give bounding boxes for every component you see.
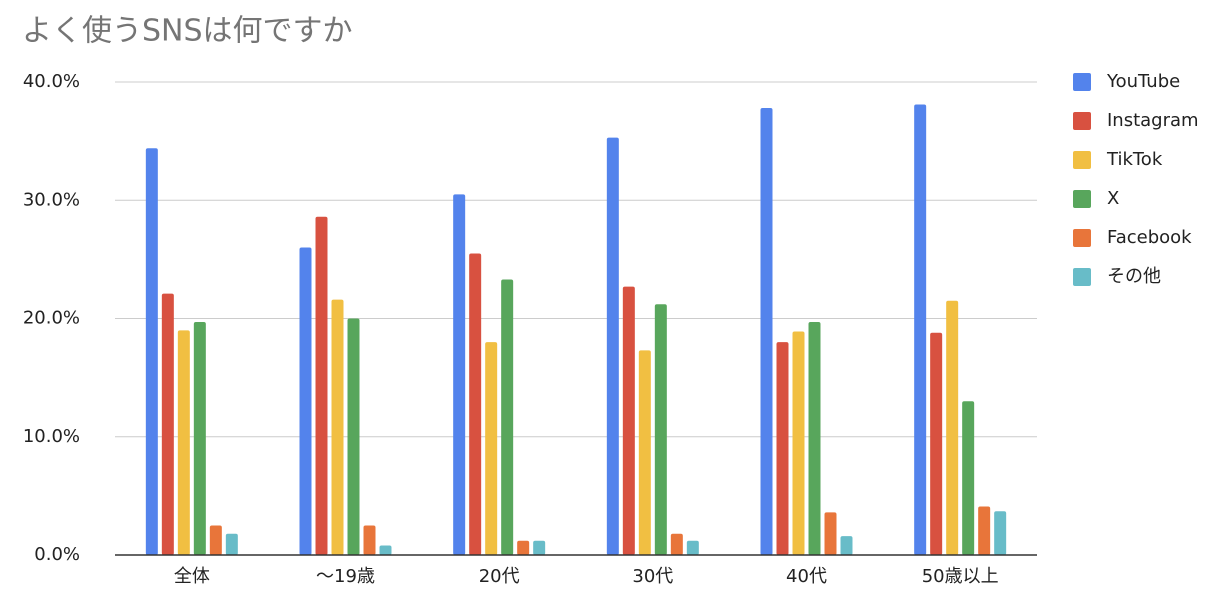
bar	[177, 330, 190, 555]
bar	[760, 108, 773, 555]
x-tick-label: 50歳以上	[922, 566, 999, 587]
bar	[978, 506, 991, 555]
bar	[469, 253, 482, 555]
bar	[776, 342, 789, 555]
x-tick-label: 30代	[632, 566, 673, 587]
bar	[840, 536, 853, 555]
legend-label: その他	[1107, 266, 1161, 287]
legend-swatch	[1073, 268, 1091, 286]
bar	[315, 216, 328, 555]
bar	[379, 545, 392, 555]
bar	[808, 322, 821, 555]
bar	[225, 533, 238, 555]
bar	[533, 540, 546, 555]
legend-label: TikTok	[1106, 149, 1163, 170]
y-tick-label: 10.0%	[23, 426, 80, 447]
y-tick-label: 0.0%	[34, 544, 80, 565]
bar	[638, 350, 651, 555]
bar	[686, 540, 699, 555]
legend-swatch	[1073, 151, 1091, 169]
bar	[145, 148, 158, 555]
bar	[914, 104, 927, 555]
bar	[994, 511, 1007, 555]
legend-label: Instagram	[1107, 110, 1199, 131]
x-tick-label: 20代	[479, 566, 520, 587]
x-tick-label: 40代	[786, 566, 827, 587]
bar	[962, 401, 975, 555]
bar	[622, 286, 635, 555]
bar	[347, 318, 360, 555]
bar	[193, 322, 206, 555]
bar	[654, 304, 667, 555]
bar	[792, 331, 805, 555]
y-tick-label: 30.0%	[23, 189, 80, 210]
bar	[517, 540, 530, 555]
bar	[331, 299, 344, 555]
y-tick-label: 20.0%	[23, 308, 80, 329]
bar	[453, 194, 466, 555]
legend-swatch	[1073, 73, 1091, 91]
bar	[824, 512, 837, 555]
bar	[363, 525, 376, 555]
x-tick-label: 〜19歳	[316, 566, 375, 587]
bar	[161, 293, 174, 555]
bar	[299, 247, 312, 556]
bar	[946, 300, 959, 555]
bar	[606, 137, 619, 555]
bar	[930, 332, 943, 555]
legend-swatch	[1073, 112, 1091, 130]
legend-label: Facebook	[1107, 227, 1192, 248]
legend-swatch	[1073, 229, 1091, 247]
bar	[485, 342, 498, 555]
legend-label: YouTube	[1106, 71, 1180, 92]
bar	[670, 533, 683, 555]
bar	[501, 279, 514, 555]
y-tick-label: 40.0%	[23, 71, 80, 92]
bar	[209, 525, 222, 555]
legend-swatch	[1073, 190, 1091, 208]
chart-title: よく使うSNSは何ですか	[22, 14, 353, 49]
legend-label: X	[1107, 188, 1119, 209]
x-tick-label: 全体	[174, 566, 210, 587]
